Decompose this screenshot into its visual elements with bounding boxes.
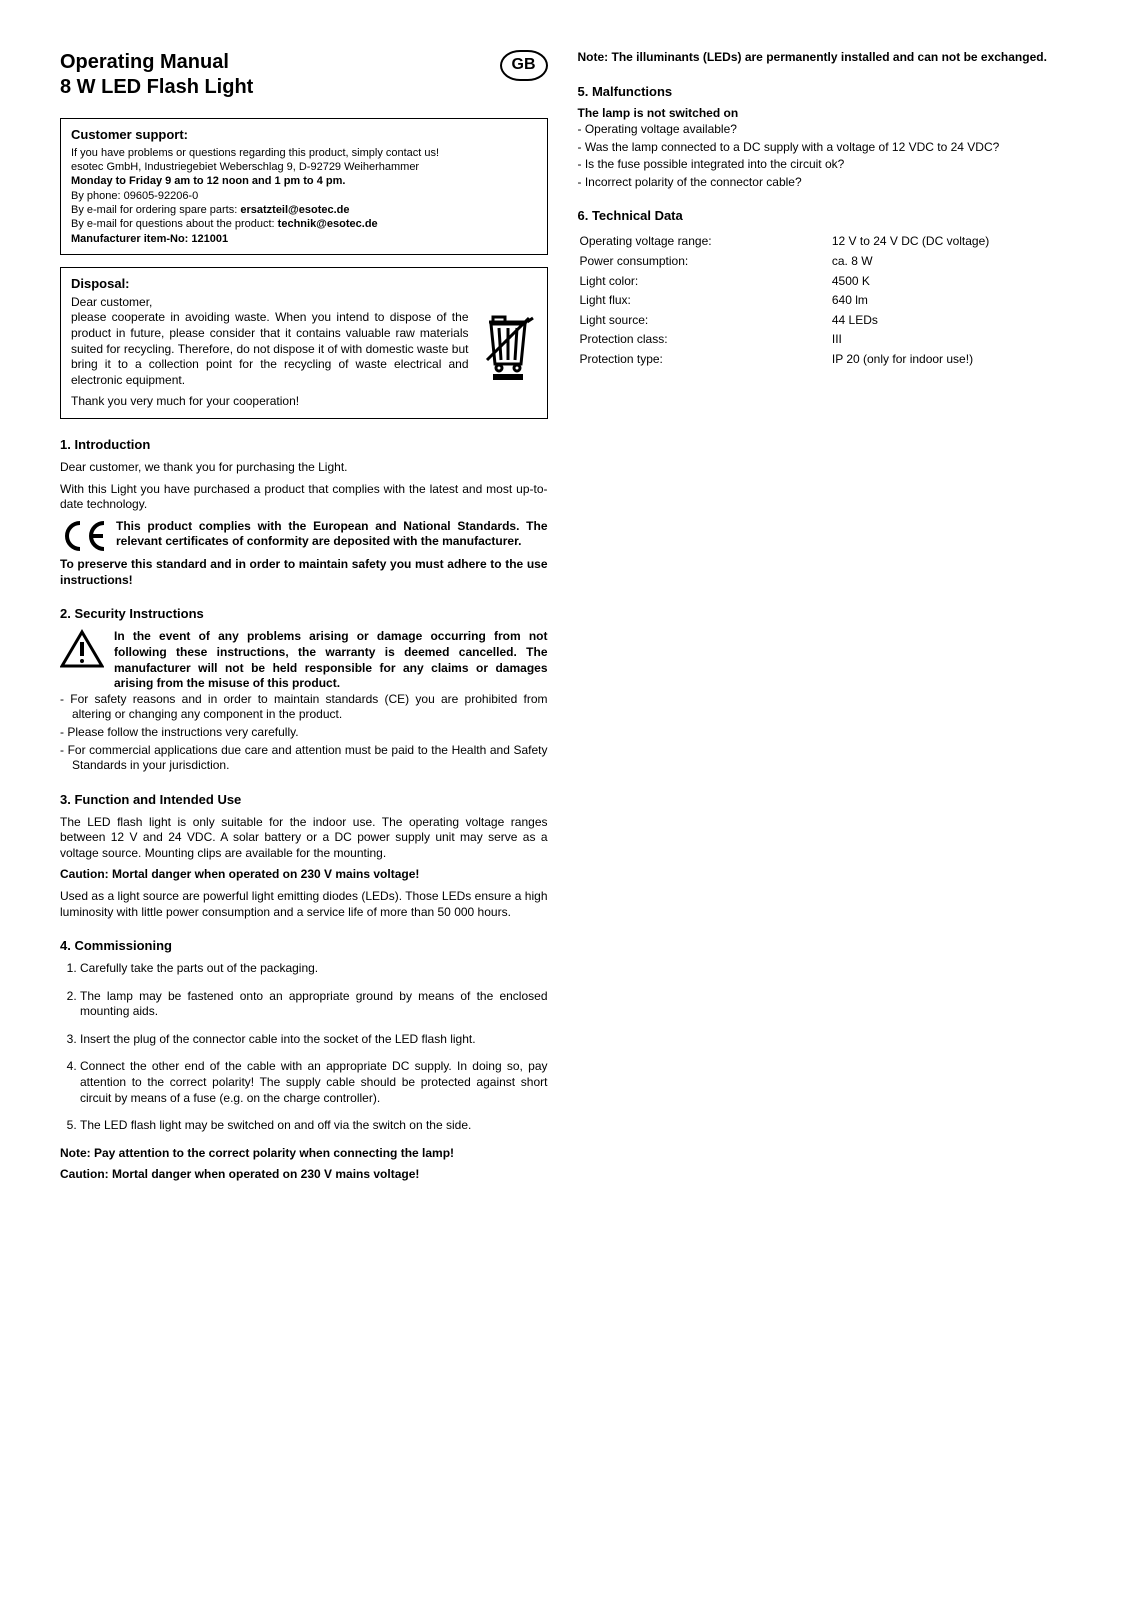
table-row: Light color:4500 K <box>580 273 1064 291</box>
list-item: Please follow the instructions very care… <box>60 725 548 741</box>
list-item: For safety reasons and in order to maint… <box>60 692 548 723</box>
disposal-body: please cooperate in avoiding waste. When… <box>71 310 469 388</box>
email-prefix: By e-mail for ordering spare parts: <box>71 204 240 216</box>
s2-list: For safety reasons and in order to maint… <box>60 692 548 774</box>
list-item: The LED flash light may be switched on a… <box>80 1118 548 1134</box>
s5-list: Operating voltage available? Was the lam… <box>578 122 1066 190</box>
spec-value: 640 lm <box>832 292 1063 310</box>
email-prefix: By e-mail for questions about the produc… <box>71 218 278 230</box>
page-root: Operating Manual 8 W LED Flash Light GB … <box>60 50 1065 1189</box>
disposal-title: Disposal: <box>71 276 537 293</box>
warning-text: In the event of any problems arising or … <box>114 629 548 691</box>
left-column: Operating Manual 8 W LED Flash Light GB … <box>60 50 548 1189</box>
page-title: Operating Manual 8 W LED Flash Light <box>60 50 253 100</box>
email-address: technik@esotec.de <box>278 218 378 230</box>
section-3-heading: 3. Function and Intended Use <box>60 792 548 809</box>
list-item: For commercial applications due care and… <box>60 743 548 774</box>
email-address: ersatzteil@esotec.de <box>240 204 349 216</box>
customer-support-box: Customer support: If you have problems o… <box>60 118 548 255</box>
led-note: Note: The illuminants (LEDs) are permane… <box>578 50 1066 66</box>
s1-p2: With this Light you have purchased a pro… <box>60 482 548 513</box>
table-row: Power consumption:ca. 8 W <box>580 253 1064 271</box>
spec-label: Power consumption: <box>580 253 830 271</box>
s4-note1: Note: Pay attention to the correct polar… <box>60 1146 548 1162</box>
spec-value: III <box>832 331 1063 349</box>
list-item: Is the fuse possible integrated into the… <box>578 157 1066 173</box>
table-row: Light source:44 LEDs <box>580 312 1064 330</box>
header-row: Operating Manual 8 W LED Flash Light GB <box>60 50 548 100</box>
disposal-greeting: Dear customer, <box>71 295 537 311</box>
list-item: Insert the plug of the connector cable i… <box>80 1032 548 1048</box>
s3-caution: Caution: Mortal danger when operated on … <box>60 867 548 883</box>
section-1-heading: 1. Introduction <box>60 437 548 454</box>
table-row: Protection type:IP 20 (only for indoor u… <box>580 351 1064 369</box>
list-item: The lamp may be fastened onto an appropr… <box>80 989 548 1020</box>
list-item: Incorrect polarity of the connector cabl… <box>578 175 1066 191</box>
spec-value: ca. 8 W <box>832 253 1063 271</box>
spec-value: IP 20 (only for indoor use!) <box>832 351 1063 369</box>
spec-label: Light color: <box>580 273 830 291</box>
s3-p1: The LED flash light is only suitable for… <box>60 815 548 862</box>
support-email-spare: By e-mail for ordering spare parts: ersa… <box>71 203 537 217</box>
spec-value: 12 V to 24 V DC (DC voltage) <box>832 233 1063 251</box>
section-4-heading: 4. Commissioning <box>60 938 548 955</box>
disposal-box: Disposal: Dear customer, please cooperat… <box>60 267 548 419</box>
warning-triangle-icon <box>60 629 104 674</box>
section-2-heading: 2. Security Instructions <box>60 606 548 623</box>
spec-label: Light flux: <box>580 292 830 310</box>
list-item: Connect the other end of the cable with … <box>80 1059 548 1106</box>
item-number: Manufacturer item-No: 121001 <box>71 232 537 246</box>
commissioning-steps: Carefully take the parts out of the pack… <box>60 961 548 1134</box>
spec-label: Protection type: <box>580 351 830 369</box>
s3-p2: Used as a light source are powerful ligh… <box>60 889 548 920</box>
table-row: Protection class:III <box>580 331 1064 349</box>
s4-note2: Caution: Mortal danger when operated on … <box>60 1167 548 1183</box>
disposal-thanks: Thank you very much for your cooperation… <box>71 394 537 410</box>
technical-data-table: Operating voltage range:12 V to 24 V DC … <box>578 231 1066 370</box>
weee-bin-icon <box>479 310 537 387</box>
spec-label: Light source: <box>580 312 830 330</box>
warning-row: In the event of any problems arising or … <box>60 629 548 691</box>
table-row: Operating voltage range:12 V to 24 V DC … <box>580 233 1064 251</box>
list-item: Carefully take the parts out of the pack… <box>80 961 548 977</box>
ce-text: This product complies with the European … <box>116 519 548 550</box>
spec-value: 4500 K <box>832 273 1063 291</box>
s1-follow: To preserve this standard and in order t… <box>60 557 548 588</box>
spec-label: Protection class: <box>580 331 830 349</box>
support-line: esotec GmbH, Industriegebiet Weberschlag… <box>71 160 537 174</box>
disposal-row: please cooperate in avoiding waste. When… <box>71 310 537 388</box>
ce-row: This product complies with the European … <box>60 519 548 558</box>
support-phone: By phone: 09605-92206-0 <box>71 189 537 203</box>
support-title: Customer support: <box>71 127 537 144</box>
table-row: Light flux:640 lm <box>580 292 1064 310</box>
support-body: If you have problems or questions regard… <box>71 146 537 246</box>
right-column: Note: The illuminants (LEDs) are permane… <box>578 50 1066 1189</box>
s1-p1: Dear customer, we thank you for purchasi… <box>60 460 548 476</box>
ce-mark-icon <box>60 519 106 558</box>
spec-label: Operating voltage range: <box>580 233 830 251</box>
language-badge: GB <box>500 50 548 81</box>
title-line-2: 8 W LED Flash Light <box>60 76 253 98</box>
section-6-heading: 6. Technical Data <box>578 208 1066 225</box>
title-line-1: Operating Manual <box>60 51 229 73</box>
spec-value: 44 LEDs <box>832 312 1063 330</box>
list-item: Operating voltage available? <box>578 122 1066 138</box>
support-hours: Monday to Friday 9 am to 12 noon and 1 p… <box>71 174 537 188</box>
support-email-tech: By e-mail for questions about the produc… <box>71 217 537 231</box>
list-item: Was the lamp connected to a DC supply wi… <box>578 140 1066 156</box>
section-5-heading: 5. Malfunctions <box>578 84 1066 101</box>
support-line: If you have problems or questions regard… <box>71 146 537 160</box>
s5-subheading: The lamp is not switched on <box>578 106 1066 122</box>
